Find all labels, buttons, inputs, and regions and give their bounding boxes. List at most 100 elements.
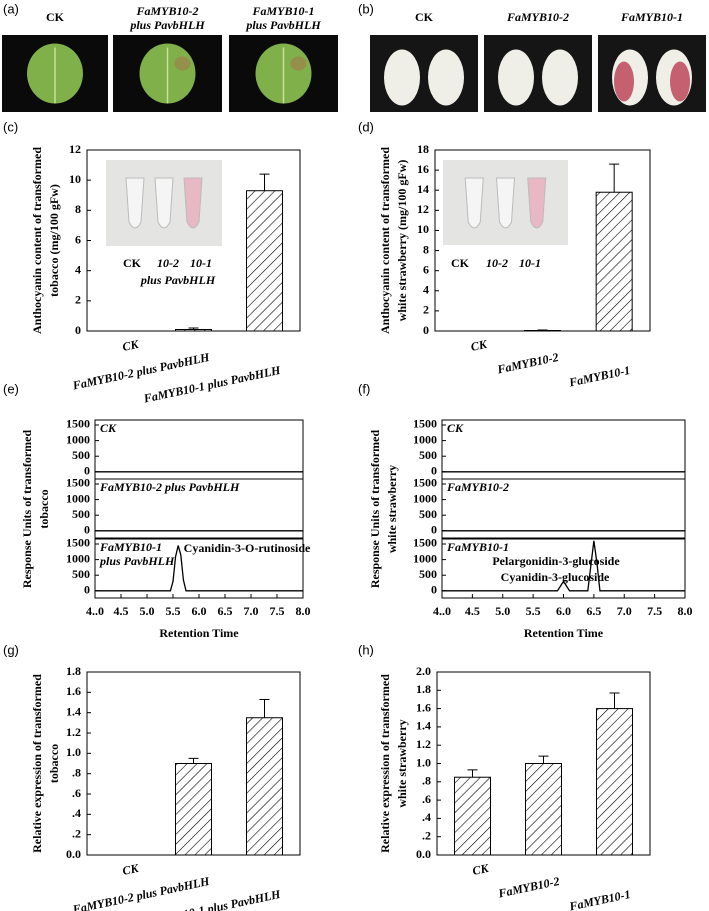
error-bar — [188, 327, 199, 330]
x-tick-label: FaMYB10-2 — [496, 874, 561, 901]
y-tick-label: 500 — [72, 448, 90, 462]
y-tick-label: 16 — [417, 162, 429, 176]
y-tick-label: 1000 — [413, 432, 437, 446]
inset-label: 10-2 — [157, 256, 179, 270]
error-bar — [188, 757, 199, 764]
petal — [542, 49, 578, 106]
y-tick-label: 0 — [431, 464, 437, 478]
x-tick-label: 6.0 — [192, 604, 207, 618]
subplot-label: plus PavbHLH — [99, 554, 175, 568]
y-tick-label: 0 — [84, 464, 90, 478]
bar — [525, 763, 562, 856]
y-tick-label: 1.4 — [66, 704, 81, 718]
y-tick-label: 1000 — [66, 491, 90, 505]
photo-label: FaMYB10-2 — [135, 4, 198, 18]
y-tick-label: 1500 — [413, 417, 437, 431]
y-tick-label: 4 — [423, 283, 429, 297]
bar — [175, 763, 212, 856]
y-tick-label: 8 — [423, 242, 429, 256]
subplot-label: FaMYB10-1 — [446, 540, 509, 554]
trace — [95, 545, 303, 592]
y-tick-label: 0 — [84, 583, 90, 597]
petal — [428, 49, 464, 106]
y-tick-label: 1.4 — [416, 719, 431, 733]
subplot-label: CK — [100, 421, 117, 435]
y-tick-label: 1.6 — [416, 700, 431, 714]
x-tick-label: 5.0 — [140, 604, 155, 618]
x-tick-label: 4..0 — [86, 604, 104, 618]
photo-label: FaMYB10-2 — [506, 10, 569, 24]
panel-label: (c) — [3, 119, 18, 134]
y-tick-label: 500 — [419, 567, 437, 581]
y-label: tobacco — [47, 744, 61, 783]
error-bar — [609, 692, 620, 709]
subplot-label: FaMYB10-2 — [446, 480, 509, 494]
y-tick-label: 1.2 — [66, 725, 81, 739]
x-tick-label: 7.5 — [270, 604, 285, 618]
error-bar — [609, 163, 620, 193]
y-tick-label: 0 — [423, 323, 429, 337]
petal-red — [670, 61, 690, 102]
panel-label: (d) — [358, 119, 374, 134]
y-tick-label: 2 — [423, 303, 429, 317]
y-label: white strawberry — [395, 719, 409, 807]
subplot-frame — [94, 419, 304, 480]
inset-label: plus PavbHLH — [140, 273, 216, 287]
annotation: Pelargonidin-3-glucoside — [492, 554, 620, 568]
bar — [595, 191, 633, 332]
y-tick-label: 0 — [431, 583, 437, 597]
error-bar — [537, 329, 548, 331]
photo-label: FaMYB10-1 — [251, 4, 314, 18]
x-tick-label: 6.5 — [218, 604, 233, 618]
y-tick-label: 500 — [72, 567, 90, 581]
y-label: Anthocyanin content of transformed — [30, 147, 44, 334]
panel-label: (a) — [3, 1, 19, 16]
y-tick-label: 1.2 — [416, 737, 431, 751]
y-tick-label: 1500 — [66, 476, 90, 490]
y-label: white strawberry — [385, 465, 399, 553]
x-tick-label: 4.5 — [465, 604, 480, 618]
annotation: Cyanidin-3-O-rutinoside — [184, 541, 311, 555]
y-tick-label: 12 — [417, 202, 429, 216]
y-tick-label: 1.8 — [416, 682, 431, 696]
bar — [246, 717, 283, 856]
y-tick-label: 0.0 — [66, 847, 81, 861]
x-tick-label: 4..0 — [433, 604, 451, 618]
y-tick-label: 2 — [75, 293, 81, 307]
y-tick-label: 0.0 — [416, 847, 431, 861]
x-tick-label: 7.0 — [244, 604, 259, 618]
x-tick-label: 7.0 — [617, 604, 632, 618]
x-tick-label: 8.0 — [296, 604, 311, 618]
inset-label: 10-2 — [486, 256, 508, 270]
subplot-frame — [441, 478, 686, 539]
tube — [464, 177, 484, 229]
x-label: Retention Time — [524, 626, 604, 640]
subplot-frame — [94, 478, 304, 539]
y-tick-label: 1000 — [413, 491, 437, 505]
y-tick-label: 6 — [75, 232, 81, 246]
y-tick-label: 10 — [417, 222, 429, 236]
y-tick-label: .6 — [422, 792, 431, 806]
x-tick-label: FaMYB10-2 — [495, 350, 560, 377]
tube — [125, 177, 145, 229]
bar — [454, 776, 491, 856]
bar — [175, 328, 212, 332]
trace — [442, 540, 685, 592]
inset-label: CK — [451, 256, 470, 270]
photo-label: CK — [46, 10, 65, 24]
panel-label: (b) — [358, 1, 374, 16]
y-tick-label: 12 — [69, 142, 81, 156]
leaf-spot — [174, 56, 191, 71]
x-tick-label: CK — [471, 861, 491, 878]
x-label: Retention Time — [159, 626, 239, 640]
y-tick-label: 1.6 — [66, 684, 81, 698]
x-tick-label: CK — [121, 861, 141, 878]
error-bar — [538, 755, 549, 764]
y-label: Response Units of transformed — [20, 430, 34, 589]
y-tick-label: 14 — [417, 182, 429, 196]
petal — [384, 49, 420, 106]
y-tick-label: .4 — [72, 806, 81, 820]
y-tick-label: 1500 — [66, 417, 90, 431]
x-tick-label: FaMYB10-1 — [567, 887, 632, 911]
petal — [498, 49, 534, 106]
